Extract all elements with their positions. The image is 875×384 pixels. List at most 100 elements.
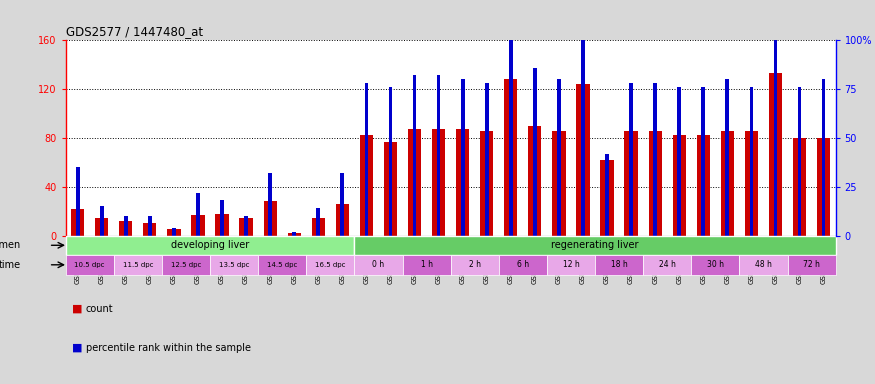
Bar — [340, 173, 344, 235]
Text: 18 h: 18 h — [611, 260, 627, 269]
Text: ■: ■ — [72, 343, 82, 353]
Bar — [774, 21, 777, 235]
Bar — [95, 218, 108, 235]
Bar — [172, 228, 176, 235]
Bar — [677, 87, 681, 235]
Bar — [673, 136, 686, 235]
Text: count: count — [86, 304, 114, 314]
Bar — [769, 73, 782, 235]
Bar — [408, 129, 421, 235]
Bar — [485, 83, 488, 235]
Bar — [437, 76, 440, 235]
Bar — [66, 255, 114, 275]
Bar — [354, 255, 402, 275]
Text: specimen: specimen — [0, 240, 21, 250]
Bar — [509, 40, 513, 235]
Bar — [162, 255, 210, 275]
Text: ■: ■ — [72, 304, 82, 314]
Text: regenerating liver: regenerating liver — [551, 240, 639, 250]
Bar — [258, 255, 306, 275]
Bar — [577, 84, 590, 235]
Bar — [384, 142, 397, 235]
Bar — [533, 68, 536, 235]
Bar — [144, 223, 157, 235]
Bar — [725, 79, 729, 235]
Bar — [456, 129, 469, 235]
Text: 30 h: 30 h — [707, 260, 724, 269]
Bar — [402, 255, 451, 275]
Bar — [240, 218, 253, 235]
Text: 10.5 dpc: 10.5 dpc — [74, 262, 105, 268]
Bar — [798, 87, 802, 235]
Bar — [739, 255, 788, 275]
Bar — [148, 216, 151, 235]
Bar — [413, 76, 416, 235]
Bar — [817, 138, 830, 235]
Bar — [461, 79, 465, 235]
Bar — [528, 126, 542, 235]
Bar — [288, 233, 301, 235]
Bar — [196, 193, 200, 235]
Bar — [336, 204, 349, 235]
Bar — [269, 173, 272, 235]
Bar — [432, 129, 445, 235]
Bar — [557, 79, 561, 235]
Bar — [691, 255, 739, 275]
Bar — [625, 131, 638, 235]
Bar — [702, 87, 705, 235]
Text: 13.5 dpc: 13.5 dpc — [219, 262, 249, 268]
Bar — [114, 255, 162, 275]
Bar — [648, 131, 662, 235]
Text: developing liver: developing liver — [171, 240, 249, 250]
Text: 12 h: 12 h — [563, 260, 579, 269]
Bar — [306, 255, 354, 275]
Text: 12.5 dpc: 12.5 dpc — [171, 262, 201, 268]
Text: time: time — [0, 260, 21, 270]
Bar — [124, 216, 128, 235]
Bar — [654, 83, 657, 235]
Bar — [220, 200, 224, 235]
Bar — [643, 255, 691, 275]
Bar — [354, 235, 836, 255]
Bar — [66, 235, 354, 255]
Bar — [365, 83, 368, 235]
Bar — [595, 255, 643, 275]
Bar — [552, 131, 565, 235]
Bar — [292, 232, 296, 235]
Text: 16.5 dpc: 16.5 dpc — [315, 262, 346, 268]
Bar — [317, 208, 320, 235]
Bar — [100, 206, 103, 235]
Bar — [263, 201, 276, 235]
Bar — [581, 40, 584, 235]
Text: 6 h: 6 h — [517, 260, 528, 269]
Text: 2 h: 2 h — [469, 260, 480, 269]
Bar — [167, 229, 180, 235]
Bar — [71, 209, 84, 235]
Bar — [360, 136, 373, 235]
Bar — [547, 255, 595, 275]
Text: 11.5 dpc: 11.5 dpc — [123, 262, 153, 268]
Bar — [192, 215, 205, 235]
Bar — [750, 87, 753, 235]
Text: percentile rank within the sample: percentile rank within the sample — [86, 343, 251, 353]
Bar — [606, 154, 609, 235]
Bar — [504, 79, 517, 235]
Bar — [215, 214, 228, 235]
Bar — [210, 255, 258, 275]
Text: 24 h: 24 h — [659, 260, 676, 269]
Text: 72 h: 72 h — [803, 260, 820, 269]
Bar — [451, 255, 499, 275]
Text: 14.5 dpc: 14.5 dpc — [267, 262, 298, 268]
Bar — [480, 131, 494, 235]
Bar — [721, 131, 734, 235]
Bar — [696, 136, 710, 235]
Bar — [822, 79, 825, 235]
Bar — [745, 131, 758, 235]
Text: 0 h: 0 h — [373, 260, 384, 269]
Bar — [499, 255, 547, 275]
Bar — [600, 160, 613, 235]
Bar — [244, 216, 248, 235]
Bar — [793, 138, 806, 235]
Bar — [119, 221, 132, 235]
Text: 1 h: 1 h — [421, 260, 432, 269]
